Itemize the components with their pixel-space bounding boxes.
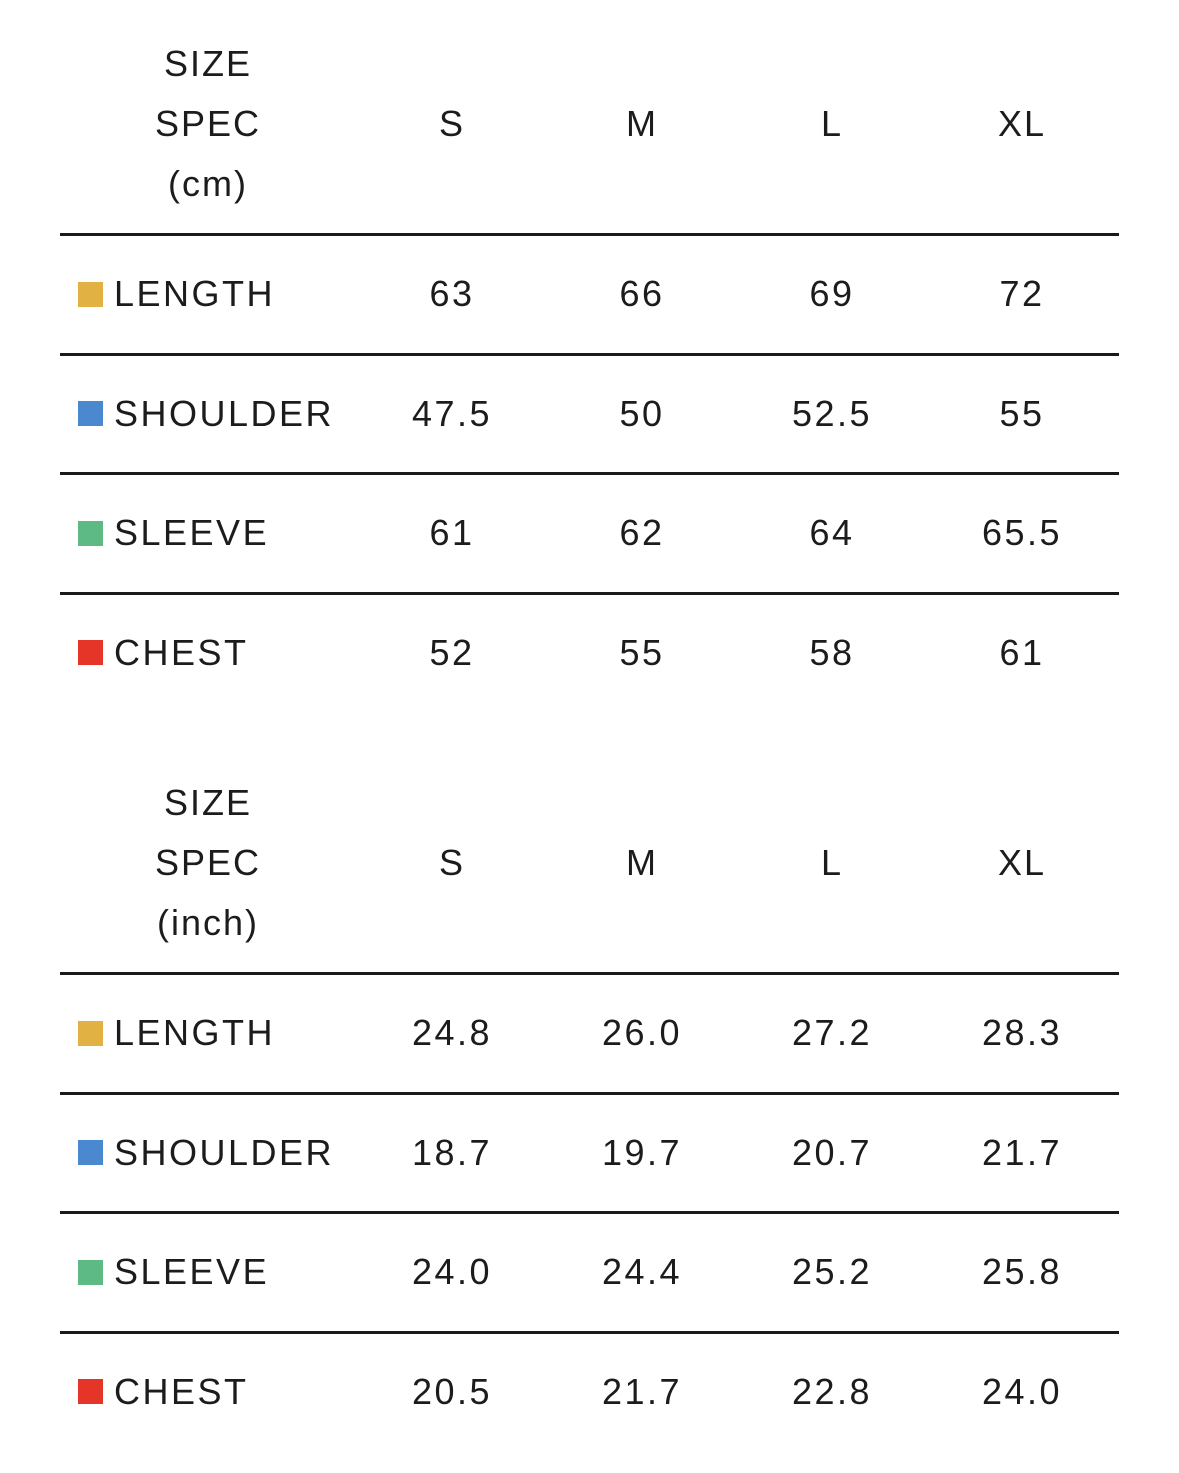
table-cell: 20.5 <box>411 1370 493 1412</box>
table-cell: 27.2 <box>791 1012 873 1053</box>
row-label-text: LENGTH <box>114 273 276 314</box>
divider <box>60 1211 1119 1214</box>
divider <box>60 1330 1119 1334</box>
table-cell: 24.4 <box>601 1251 683 1292</box>
divider <box>60 972 1119 975</box>
spec-label-line: SPEC <box>154 103 262 144</box>
table-cell: 72 <box>999 273 1045 314</box>
table-row-chest: CHEST 52 55 58 61 <box>60 595 1119 715</box>
divider <box>60 472 1119 475</box>
table-cell: 24.0 <box>411 1251 493 1292</box>
table-row-shoulder: SHOULDER 47.5 50 52.5 55 <box>60 356 1119 475</box>
spec-label-line: (inch) <box>156 902 260 943</box>
divider <box>60 1091 1119 1095</box>
row-label-text: CHEST <box>114 631 249 673</box>
row-label-text: LENGTH <box>114 1012 276 1053</box>
table-cell: 66 <box>619 273 665 314</box>
table-row-sleeve: SLEEVE 61 62 64 65.5 <box>60 475 1119 595</box>
size-header-m: M <box>626 842 658 883</box>
table-cell: 25.8 <box>981 1251 1063 1292</box>
size-header-l: L <box>820 842 844 883</box>
size-spec-table-cm: SIZE SPEC (cm) S M L XL LENGTH 63 66 69 … <box>60 34 1119 714</box>
size-header-m: M <box>626 103 658 144</box>
table-cell: 24.8 <box>411 1012 493 1053</box>
table-cell: 52 <box>429 631 475 673</box>
length-color-swatch <box>78 1020 103 1046</box>
table-cell: 55 <box>999 392 1045 434</box>
table-cell: 58 <box>809 631 855 673</box>
row-label-text: SLEEVE <box>114 1251 270 1292</box>
table-cell: 21.7 <box>981 1131 1063 1173</box>
table-row-shoulder: SHOULDER 18.7 19.7 20.7 21.7 <box>60 1095 1119 1214</box>
row-label-text: SHOULDER <box>114 1131 335 1173</box>
row-label: SLEEVE <box>78 475 269 591</box>
size-header-l: L <box>820 103 844 144</box>
divider <box>60 352 1119 356</box>
row-label-text: SHOULDER <box>114 392 335 434</box>
table-cell: 50 <box>619 392 665 434</box>
row-label-text: CHEST <box>114 1370 249 1412</box>
table-cell: 69 <box>809 273 855 314</box>
sleeve-color-swatch <box>78 1259 103 1285</box>
shoulder-color-swatch <box>78 1140 103 1165</box>
spec-label: SIZE SPEC (cm) <box>60 34 356 214</box>
row-label-text: SLEEVE <box>114 512 270 553</box>
table-header: SIZE SPEC (cm) S M L XL <box>60 34 1119 236</box>
table-cell: 64 <box>809 512 855 553</box>
chest-color-swatch <box>78 1379 103 1404</box>
shoulder-color-swatch <box>78 401 103 426</box>
row-label: LENGTH <box>78 236 275 352</box>
spec-label-line: SIZE <box>163 782 252 823</box>
table-cell: 18.7 <box>411 1131 493 1173</box>
size-header-s: S <box>438 103 465 144</box>
row-label: LENGTH <box>78 975 275 1091</box>
divider <box>60 591 1119 595</box>
size-spec-table-inch: SIZE SPEC (inch) S M L XL LENGTH 24.8 26… <box>60 773 1119 1453</box>
table-header: SIZE SPEC (inch) S M L XL <box>60 773 1119 975</box>
divider <box>60 233 1119 236</box>
table-row-length: LENGTH 24.8 26.0 27.2 28.3 <box>60 975 1119 1095</box>
table-cell: 28.3 <box>981 1012 1063 1053</box>
table-cell: 26.0 <box>601 1012 683 1053</box>
spec-label-line: (cm) <box>168 163 248 204</box>
table-cell: 22.8 <box>791 1370 873 1412</box>
row-label: SHOULDER <box>78 356 334 472</box>
table-cell: 47.5 <box>411 392 493 434</box>
table-cell: 62 <box>619 512 665 553</box>
size-header-xl: XL <box>997 842 1047 883</box>
table-row-sleeve: SLEEVE 24.0 24.4 25.2 25.8 <box>60 1214 1119 1334</box>
table-cell: 55 <box>619 631 665 673</box>
spec-label-line: SPEC <box>154 842 262 883</box>
table-cell: 61 <box>999 631 1045 673</box>
table-cell: 19.7 <box>601 1131 683 1173</box>
row-label: SLEEVE <box>78 1214 269 1330</box>
table-row-length: LENGTH 63 66 69 72 <box>60 236 1119 356</box>
table-cell: 52.5 <box>791 392 873 434</box>
length-color-swatch <box>78 281 103 307</box>
size-header-xl: XL <box>997 103 1047 144</box>
table-cell: 65.5 <box>981 512 1063 553</box>
table-cell: 21.7 <box>601 1370 683 1412</box>
spec-label-line: SIZE <box>163 43 252 84</box>
chest-color-swatch <box>78 640 103 665</box>
row-label: CHEST <box>78 1334 249 1450</box>
size-header-s: S <box>438 842 465 883</box>
table-cell: 25.2 <box>791 1251 873 1292</box>
row-label: CHEST <box>78 595 249 711</box>
spec-label: SIZE SPEC (inch) <box>60 773 356 953</box>
table-cell: 61 <box>429 512 475 553</box>
row-label: SHOULDER <box>78 1095 334 1211</box>
table-row-chest: CHEST 20.5 21.7 22.8 24.0 <box>60 1334 1119 1454</box>
table-cell: 63 <box>429 273 475 314</box>
sleeve-color-swatch <box>78 520 103 546</box>
table-cell: 20.7 <box>791 1131 873 1173</box>
table-cell: 24.0 <box>981 1370 1063 1412</box>
